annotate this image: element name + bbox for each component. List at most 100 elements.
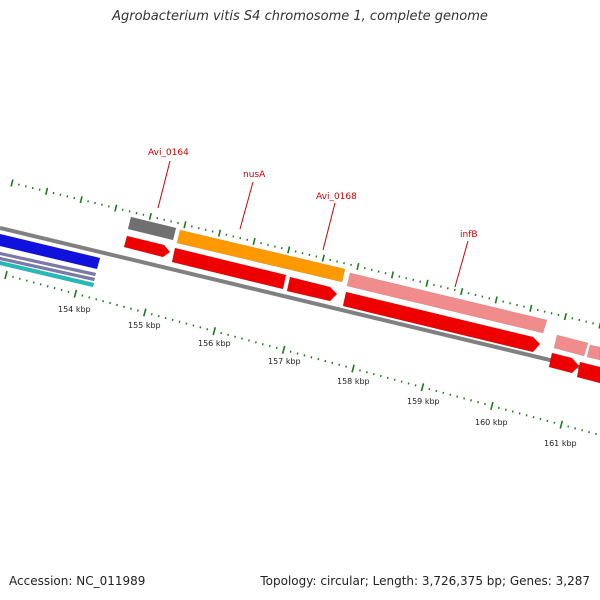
inner-ring-tick	[310, 356, 313, 359]
gene-infb[interactable]	[346, 272, 548, 334]
scale-label-158: 158 kbp	[337, 377, 370, 386]
inner-ring-tick	[39, 283, 42, 286]
scale-label-154: 154 kbp	[58, 305, 91, 314]
inner-ring-tick	[171, 318, 174, 322]
inner-ring-tick	[192, 324, 195, 327]
leader-line-infb	[454, 240, 469, 288]
gene-nusa[interactable]	[176, 229, 346, 283]
outer-ring-tick	[598, 321, 600, 329]
inner-ring-tick	[164, 316, 167, 320]
inner-ring-tick	[497, 406, 500, 409]
gene-label-infb[interactable]: infB	[460, 230, 478, 240]
inner-ring-tick	[234, 335, 236, 338]
inner-ring-tick	[338, 363, 341, 366]
gene-cyan-feature[interactable]	[0, 260, 95, 288]
inner-ring-tick	[18, 277, 21, 280]
gene-violet-feature[interactable]	[0, 251, 97, 277]
inner-ring-tick	[261, 343, 264, 346]
inner-ring-tick	[185, 322, 188, 325]
inner-ring-tick	[539, 417, 542, 421]
gene-red-feature-6[interactable]	[576, 361, 600, 384]
inner-ring-tick	[206, 328, 209, 331]
scale-label-159: 159 kbp	[407, 397, 440, 406]
inner-ring-tick	[241, 337, 243, 340]
inner-ring-tick	[420, 383, 425, 392]
gene-pink-feature-2[interactable]	[553, 334, 589, 357]
inner-ring-tick	[372, 372, 375, 376]
inner-ring-tick	[296, 352, 299, 355]
genome-summary: Topology: circular; Length: 3,726,375 bp…	[260, 574, 590, 588]
gene-label-nusa[interactable]: nusA	[243, 170, 266, 180]
inner-ring-tick	[199, 326, 202, 329]
outer-ring-tick	[79, 196, 83, 204]
inner-ring-tick	[12, 275, 14, 279]
outer-ring-tick	[252, 237, 256, 246]
scale-label-157: 157 kbp	[268, 357, 301, 366]
outer-ring-tick	[460, 288, 464, 296]
gene-red-feature-5[interactable]	[548, 352, 580, 374]
inner-ring-tick	[25, 279, 28, 282]
inner-ring-tick	[490, 401, 494, 411]
inner-ring-tick	[511, 410, 514, 413]
inner-ring-tick	[407, 382, 410, 385]
inner-ring-tick	[46, 285, 49, 288]
inner-ring-tick	[532, 416, 535, 419]
gene-label-avi0164[interactable]: Avi_0164	[148, 148, 189, 158]
inner-ring-tick	[345, 365, 348, 368]
gene-red-feature-1[interactable]	[123, 235, 171, 258]
inner-ring-tick	[53, 286, 56, 290]
outer-ring-tick	[321, 254, 325, 262]
gene-blue-feature[interactable]	[0, 233, 101, 270]
inner-ring-tick	[414, 384, 417, 387]
gene-avi0164[interactable]	[127, 216, 177, 241]
inner-ring-tick	[435, 389, 438, 393]
inner-ring-tick	[574, 427, 577, 430]
inner-ring-tick	[136, 309, 139, 312]
outer-ring-tick	[10, 179, 14, 187]
inner-ring-tick	[73, 289, 78, 298]
inner-ring-tick	[32, 281, 35, 284]
leader-line-avi0164	[157, 160, 171, 209]
inner-ring-tick	[484, 402, 486, 406]
inner-ring-tick	[116, 303, 118, 307]
inner-ring-tick	[477, 401, 479, 404]
inner-ring-tick	[351, 364, 355, 373]
leader-line-nusa	[239, 181, 254, 230]
gene-red-feature-2[interactable]	[171, 247, 287, 290]
gene-pink-feature-3[interactable]	[586, 344, 600, 361]
outer-ring-tick	[44, 187, 49, 195]
gene-features	[0, 216, 600, 384]
outer-ring-tick	[356, 262, 360, 271]
inner-ring-tick	[157, 315, 160, 318]
inner-ring-tick	[595, 432, 597, 436]
inner-ring-tick	[470, 399, 472, 402]
outer-ring-tick	[287, 246, 291, 254]
inner-ring-tick	[150, 313, 153, 316]
inner-ring-tick	[581, 429, 584, 432]
inner-ring-tick	[254, 341, 257, 344]
inner-ring-tick	[546, 419, 549, 423]
gene-red-feature-3[interactable]	[286, 276, 338, 302]
inner-ring-tick	[88, 296, 91, 299]
inner-ring-tick	[442, 391, 445, 394]
outer-ring-tick	[114, 204, 118, 212]
inner-ring-tick	[220, 331, 223, 335]
inner-ring-tick	[525, 414, 528, 417]
gene-red-feature-4[interactable]	[342, 291, 541, 353]
inner-ring-tick	[567, 425, 570, 428]
inner-ring-tick	[588, 430, 590, 434]
outer-tick-ring	[10, 179, 600, 329]
chromosome-backbone	[0, 226, 600, 374]
inner-ring-tick	[212, 327, 217, 336]
gene-violet-feature-2[interactable]	[0, 256, 96, 282]
inner-ring-tick	[366, 371, 368, 374]
gene-label-avi0168[interactable]: Avi_0168	[316, 192, 357, 202]
outer-ring-tick	[529, 304, 533, 312]
inner-ring-tick	[559, 420, 564, 429]
inner-ring-tick	[393, 378, 396, 381]
inner-ring-tick	[275, 346, 278, 350]
inner-ring-tick	[130, 307, 132, 310]
inner-ring-tick	[359, 369, 361, 372]
outer-ring-tick	[390, 271, 395, 279]
